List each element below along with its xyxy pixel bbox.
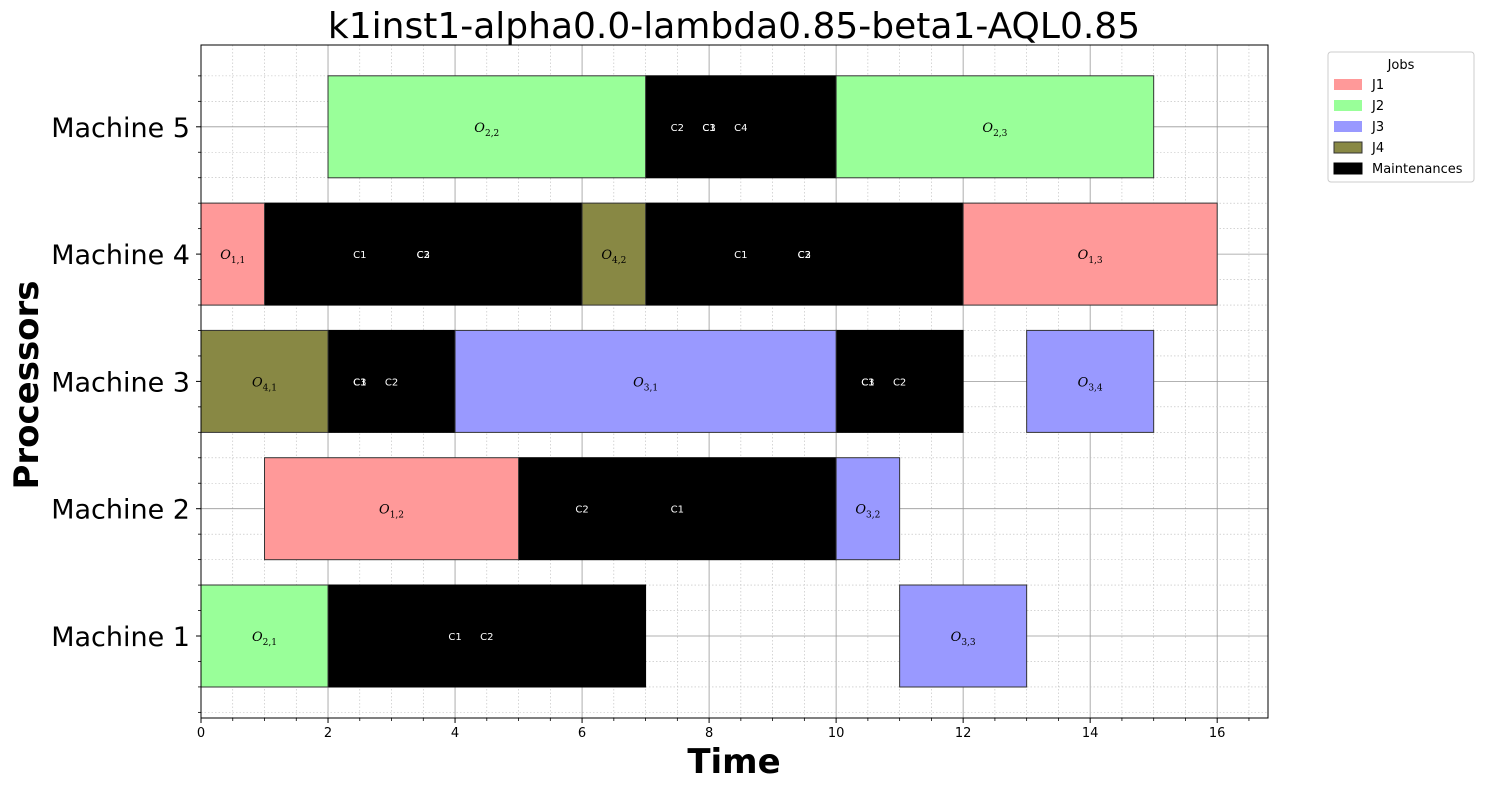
legend-items: J1 J2 J3 J4 Maintenances <box>1333 78 1463 177</box>
maintenance-bar <box>327 329 456 433</box>
operation-label: O1,1 <box>220 248 245 266</box>
x-tick-label: 8 <box>705 726 713 741</box>
maintenance-bar <box>835 329 964 433</box>
bars-layer <box>200 75 1218 688</box>
maintenance-label: C2 <box>798 250 811 261</box>
maintenance-bar <box>645 202 964 306</box>
operation-bar <box>962 202 1218 306</box>
operation-label: O2,2 <box>474 121 499 139</box>
legend-label: J4 <box>1371 141 1384 156</box>
maintenance-bar <box>327 584 647 688</box>
x-tick-label: 0 <box>197 726 205 741</box>
maintenance-label: C1 <box>353 377 366 388</box>
ticks-layer: Machine 1 Machine 2 Machine 3 Machine 4 Mach… <box>51 75 1250 741</box>
legend-swatch <box>1333 162 1363 175</box>
maintenance-label: C1 <box>734 250 747 261</box>
operation-label: O3,1 <box>633 375 658 393</box>
x-tick-label: 14 <box>1082 726 1099 741</box>
operation-bar <box>899 584 1028 688</box>
maintenance-label: C1 <box>448 632 461 643</box>
legend-label: J2 <box>1371 99 1384 114</box>
maintenance-label: C2 <box>575 505 588 516</box>
legend-swatch <box>1334 79 1362 90</box>
maintenance-label: C3 <box>798 250 811 261</box>
maintenance-label: C1 <box>861 377 874 388</box>
machine-label: Machine 2 <box>51 495 190 526</box>
legend-swatch <box>1334 100 1362 111</box>
legend-swatch <box>1333 141 1363 154</box>
maintenance-label: C2 <box>385 377 398 388</box>
legend-swatch <box>1334 121 1362 132</box>
operation-label: O1,2 <box>379 503 404 521</box>
operation-bar <box>200 329 329 433</box>
maintenance-label: C1 <box>702 123 715 134</box>
legend-label: Maintenances <box>1372 162 1463 177</box>
x-tick-label: 2 <box>324 726 332 741</box>
maintenance-label: C3 <box>702 123 715 134</box>
legend-label: J1 <box>1371 78 1384 93</box>
maintenance-bar <box>645 75 837 179</box>
operation-label: O4,2 <box>601 248 626 266</box>
operation-bar <box>264 457 520 561</box>
machine-label: Machine 5 <box>51 113 190 144</box>
legend-label: J3 <box>1371 120 1384 135</box>
operation-label: O2,1 <box>252 630 277 648</box>
operation-bar <box>200 202 266 306</box>
y-axis-label: Processors <box>7 280 47 489</box>
x-tick-label: 6 <box>578 726 586 741</box>
x-tick-label: 10 <box>828 726 845 741</box>
maintenance-bar <box>264 202 583 306</box>
maintenance-label: C2 <box>893 377 906 388</box>
chart-title: k1inst1-alpha0.0-lambda0.85-beta1-AQL0.8… <box>328 6 1140 47</box>
machine-label: Machine 1 <box>51 622 190 653</box>
operation-bar <box>1026 329 1155 433</box>
maintenance-label: C3 <box>417 250 430 261</box>
operation-label: O3,2 <box>855 503 880 521</box>
operation-bar <box>835 75 1155 179</box>
operation-bar <box>581 202 647 306</box>
maintenance-label: C3 <box>861 377 874 388</box>
operation-label: O2,3 <box>982 121 1007 139</box>
maintenance-label: C3 <box>353 377 366 388</box>
machine-label: Machine 3 <box>51 367 190 398</box>
operation-bar <box>327 75 647 179</box>
operation-bar <box>835 457 901 561</box>
legend-box <box>1327 51 1475 183</box>
operation-bar <box>200 584 329 688</box>
maintenance-label: C1 <box>671 505 684 516</box>
maintenance-label: C2 <box>671 123 684 134</box>
operation-label: O4,1 <box>252 375 277 393</box>
maintenance-bar <box>518 457 837 561</box>
operation-bar <box>454 329 837 433</box>
maintenance-label: C2 <box>417 250 430 261</box>
operation-label: O3,4 <box>1078 375 1103 393</box>
operation-label: O3,3 <box>951 630 976 648</box>
legend: Jobs J1 J2 J3 J4 Maintenances <box>1327 51 1475 183</box>
maintenance-label: C4 <box>734 123 747 134</box>
machine-label: Machine 4 <box>51 240 190 271</box>
maintenance-label: C1 <box>353 250 366 261</box>
x-tick-label: 16 <box>1209 726 1226 741</box>
x-tick-label: 4 <box>451 726 459 741</box>
x-tick-label: 12 <box>955 726 972 741</box>
x-axis-label: Time <box>687 742 780 782</box>
legend-title: Jobs <box>1387 58 1415 73</box>
operation-label: O1,3 <box>1078 248 1103 266</box>
maintenance-label: C2 <box>480 632 493 643</box>
